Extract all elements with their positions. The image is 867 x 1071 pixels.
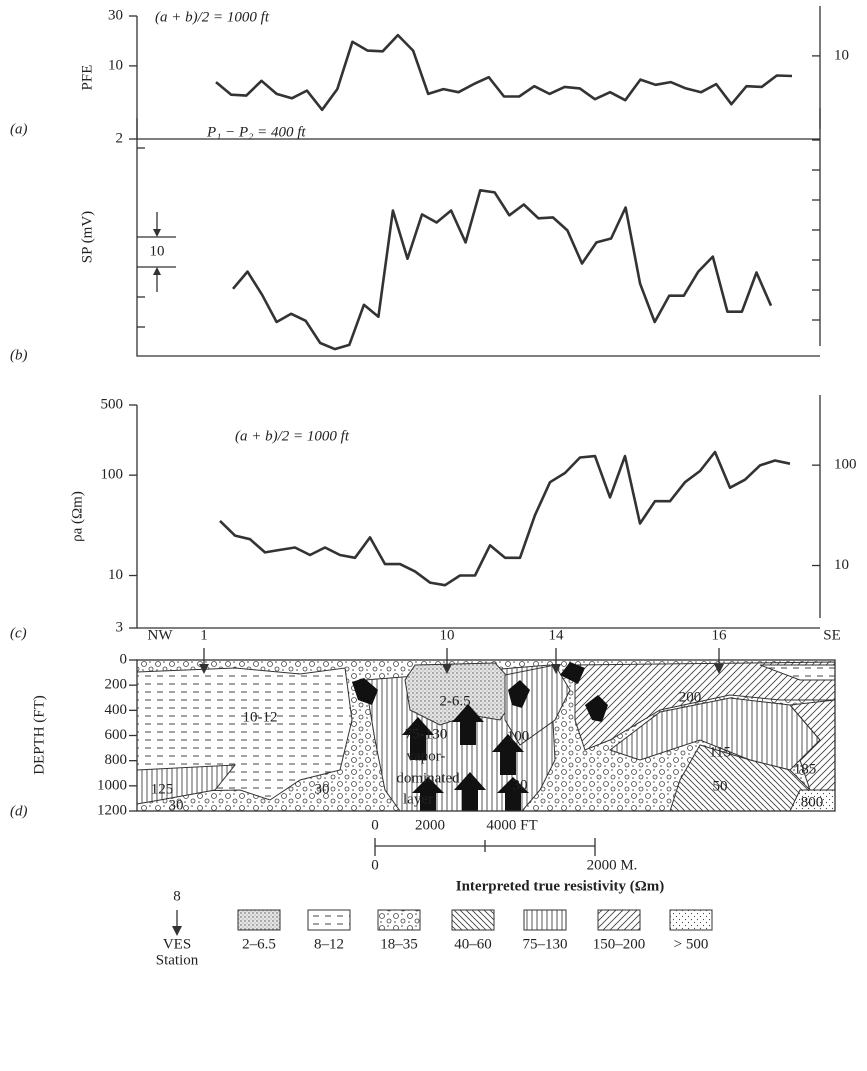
- y-tick-label: 10: [108, 567, 123, 583]
- legend: Interpreted true resistivity (Ωm) 8 VES …: [156, 878, 713, 968]
- y-tick-label: 3: [116, 619, 124, 635]
- panel-label: (c): [10, 625, 27, 641]
- legend-label: 2–6.5: [242, 936, 276, 952]
- zone-label: 30: [315, 781, 330, 797]
- y-axis-label: SP (mV): [79, 211, 95, 263]
- scale-label: 0: [371, 857, 379, 873]
- depth-tick-label: 600: [105, 727, 128, 743]
- legend-station-number: 8: [173, 888, 181, 904]
- y-tick-label: 2: [116, 130, 124, 146]
- direction-label: SE: [823, 627, 841, 643]
- station-label: 14: [549, 627, 565, 643]
- legend-title: Interpreted true resistivity (Ωm): [456, 878, 664, 894]
- zone-label: 115: [709, 744, 731, 760]
- axis-line: [136, 16, 820, 140]
- cross-section: 2-6.5 10-12 100 200 115 185 75-130 vapor…: [31, 627, 840, 813]
- chart-title: P₁ − P₂ = 400 ft: [206, 124, 306, 140]
- zone-label: vapor-: [407, 748, 446, 764]
- data-line: [215, 33, 793, 112]
- station-label: 16: [712, 627, 728, 643]
- data-line: [232, 189, 773, 351]
- axis-line: [136, 118, 820, 357]
- y-axis-label: PFE: [79, 65, 95, 91]
- legend-label: 18–35: [380, 936, 418, 952]
- zone-label: 30: [169, 797, 184, 813]
- y2-tick-label: 10: [834, 557, 849, 573]
- data-line: [219, 450, 791, 587]
- scale-label: 2000: [415, 817, 445, 833]
- y-tick-label: 100: [101, 467, 124, 483]
- depth-tick-label: 200: [105, 677, 128, 693]
- zone-label: 50: [713, 778, 728, 794]
- y-tick-label: 30: [108, 7, 123, 23]
- depth-tick-label: 800: [105, 752, 128, 768]
- zone-label: 30: [513, 777, 528, 793]
- panel-label: (a): [10, 121, 28, 137]
- direction-label: NW: [148, 627, 174, 643]
- y2-tick-label: 10: [834, 47, 849, 63]
- map-scale: 0 2000 4000 FT 0 2000 M.: [371, 817, 637, 873]
- zone-label: layer: [403, 791, 433, 807]
- panel-label: (d): [10, 803, 28, 819]
- y2-tick-label: 100: [834, 457, 857, 473]
- station-label: 10: [440, 627, 455, 643]
- y-tick-label: 500: [101, 396, 124, 412]
- zone-label: 185: [794, 761, 817, 777]
- legend-station-label: VES: [163, 936, 191, 952]
- depth-tick-label: 1000: [97, 777, 127, 793]
- station-label: 1: [200, 627, 208, 643]
- y-axis-label: DEPTH (FT): [31, 695, 47, 775]
- zone-label: 10-12: [243, 709, 278, 725]
- y-axis-label: ρa (Ωm): [69, 491, 85, 542]
- scale-bar: 10: [137, 139, 820, 328]
- scale-label: 2000 M.: [587, 857, 638, 873]
- zone-label: 75-130: [405, 726, 448, 742]
- zone-label: 125: [151, 781, 174, 797]
- legend-label: 150–200: [593, 936, 646, 952]
- depth-tick-label: 1200: [97, 802, 127, 818]
- legend-label: > 500: [674, 936, 709, 952]
- depth-tick-label: 0: [120, 651, 128, 667]
- depth-tick-label: 400: [105, 702, 128, 718]
- zone-label: 200: [679, 689, 702, 705]
- zone-label: dominated: [396, 770, 460, 786]
- zone-label: 800: [801, 794, 824, 810]
- scale-bar-label: 10: [150, 243, 165, 259]
- zone-label: 100: [507, 728, 530, 744]
- y-tick-label: 10: [108, 57, 123, 73]
- legend-label: 40–60: [454, 936, 492, 952]
- panel-label: (b): [10, 347, 28, 363]
- chart-title: (a + b)/2 = 1000 ft: [235, 428, 350, 444]
- legend-label: 8–12: [314, 936, 344, 952]
- chart-title: (a + b)/2 = 1000 ft: [155, 9, 270, 25]
- legend-station-label: Station: [156, 952, 199, 968]
- zone-label: 2-6.5: [439, 693, 470, 709]
- stations: 1 10 14 16: [199, 627, 727, 674]
- scale-label: 4000 FT: [486, 817, 537, 833]
- scale-label: 0: [371, 817, 379, 833]
- legend-label: 75–130: [523, 936, 568, 952]
